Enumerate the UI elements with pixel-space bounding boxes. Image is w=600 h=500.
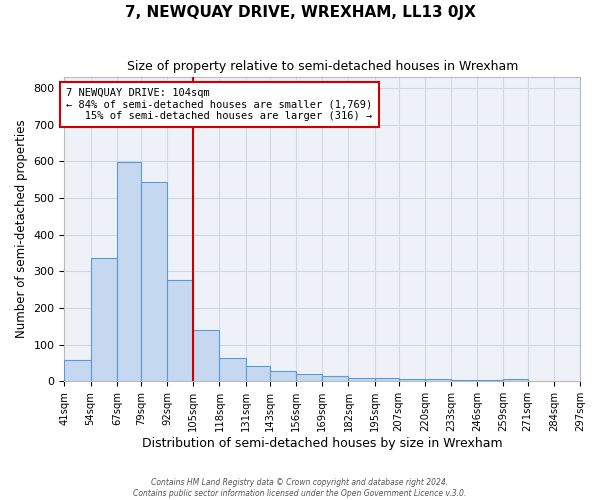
Bar	[117, 162, 141, 382]
Text: 7 NEWQUAY DRIVE: 104sqm
← 84% of semi-detached houses are smaller (1,769)
   15%: 7 NEWQUAY DRIVE: 104sqm ← 84% of semi-de…	[67, 88, 373, 121]
Bar	[477, 380, 503, 382]
Bar	[91, 258, 117, 382]
Bar	[322, 376, 349, 382]
Bar	[167, 280, 193, 382]
Bar	[64, 360, 91, 382]
Bar	[193, 330, 220, 382]
Bar	[425, 379, 451, 382]
Bar	[374, 378, 399, 382]
Bar	[503, 379, 527, 382]
Bar	[349, 378, 374, 382]
Bar	[245, 366, 270, 382]
Text: 7, NEWQUAY DRIVE, WREXHAM, LL13 0JX: 7, NEWQUAY DRIVE, WREXHAM, LL13 0JX	[125, 5, 475, 20]
Bar	[399, 379, 425, 382]
Bar	[141, 182, 167, 382]
Bar	[451, 380, 477, 382]
X-axis label: Distribution of semi-detached houses by size in Wrexham: Distribution of semi-detached houses by …	[142, 437, 503, 450]
Bar	[270, 371, 296, 382]
Text: Contains HM Land Registry data © Crown copyright and database right 2024.
Contai: Contains HM Land Registry data © Crown c…	[133, 478, 467, 498]
Bar	[220, 358, 245, 382]
Bar	[296, 374, 322, 382]
Y-axis label: Number of semi-detached properties: Number of semi-detached properties	[15, 120, 28, 338]
Title: Size of property relative to semi-detached houses in Wrexham: Size of property relative to semi-detach…	[127, 60, 518, 73]
